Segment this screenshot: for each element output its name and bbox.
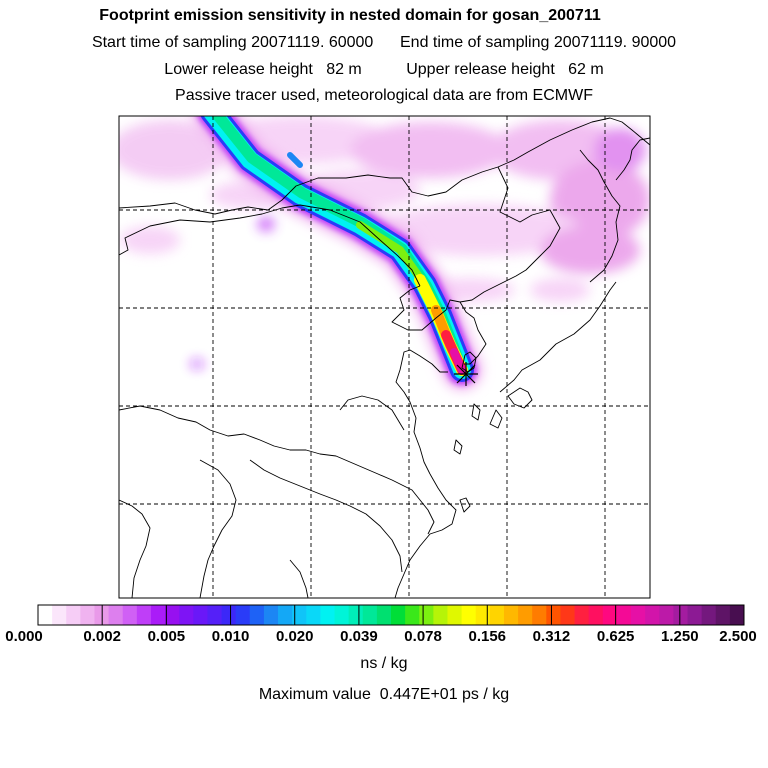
colorbar-swatch xyxy=(249,605,265,625)
colorbar-swatch xyxy=(560,605,575,625)
colorbar-swatch xyxy=(687,605,703,625)
upper-label: Upper release height xyxy=(406,61,555,78)
colorbar-tick-label: 0.078 xyxy=(404,628,442,645)
colorbar-swatch xyxy=(546,605,561,625)
colorbar-tick-label: 0.005 xyxy=(147,628,186,645)
colorbar-tick-label: 0.625 xyxy=(596,628,635,645)
colorbar-tick-label: 0.039 xyxy=(340,628,378,645)
sensitivity-field xyxy=(119,116,650,598)
colorbar-swatch xyxy=(616,605,632,625)
maximum-number: 0.447E+01 ps / kg xyxy=(379,686,510,703)
colorbar-swatch xyxy=(348,605,364,625)
colorbar-swatch xyxy=(433,605,448,625)
plume xyxy=(192,116,482,390)
colorbar-tick-label: 2.500 xyxy=(719,628,757,645)
colorbar-tick-label: 0.002 xyxy=(83,628,121,645)
colorbar-swatch xyxy=(80,605,95,625)
colorbar-swatch xyxy=(405,605,420,625)
colorbar-swatch xyxy=(278,605,293,625)
colorbar-swatch xyxy=(320,605,335,625)
start-value: 20071119. 60000 xyxy=(251,34,374,51)
tracer-note: Passive tracer used, meteorological data… xyxy=(175,87,593,104)
colorbar-frame xyxy=(37,604,745,626)
upper-value: 62 m xyxy=(568,61,604,78)
maximum-value: Maximum value 0.447E+01 ps / kg xyxy=(0,686,768,704)
colorbar-tick-label: 1.250 xyxy=(661,628,699,645)
colorbar-swatch xyxy=(475,605,491,625)
end-label: End time of sampling xyxy=(400,34,550,51)
colorbar-tick-label: 0.156 xyxy=(468,628,507,645)
colorbar-swatch xyxy=(150,605,166,625)
colorbar-swatch xyxy=(165,605,180,625)
colorbar xyxy=(37,604,745,626)
colorbar-swatch xyxy=(292,605,307,625)
receptor-star-icon xyxy=(454,362,478,386)
colorbar-swatch xyxy=(193,605,208,625)
colorbar-swatch xyxy=(574,605,590,625)
start-label: Start time of sampling xyxy=(91,34,247,51)
end-value: 20071119. 90000 xyxy=(553,34,677,51)
colorbar-swatch xyxy=(673,605,688,625)
maximum-label: Maximum value xyxy=(258,686,371,703)
colorbar-swatch xyxy=(588,605,604,625)
colorbar-swatch xyxy=(38,605,53,625)
map-frame xyxy=(118,115,651,599)
colorbar-swatch xyxy=(122,605,138,625)
colorbar-swatch xyxy=(659,605,674,625)
colorbar-swatch xyxy=(729,605,745,625)
colorbar-swatch xyxy=(419,605,434,625)
colorbar-swatch xyxy=(532,605,547,625)
colorbar-swatch xyxy=(461,605,477,625)
colorbar-swatch xyxy=(376,605,392,625)
colorbar-tick-label: 0.000 xyxy=(5,628,43,645)
colorbar-swatch xyxy=(489,605,505,625)
colorbar-swatch xyxy=(701,605,717,625)
colorbar-swatch xyxy=(631,605,646,625)
colorbar-swatch xyxy=(66,605,81,625)
colorbar-swatch xyxy=(136,605,152,625)
colorbar-tick-label: 0.010 xyxy=(211,628,250,645)
colorbar-swatch xyxy=(221,605,237,625)
graticule xyxy=(119,116,650,598)
colorbar-swatch xyxy=(235,605,251,625)
colorbar-swatch xyxy=(179,605,194,625)
colorbar-unit: ns / kg xyxy=(360,655,408,672)
lower-value: 82 m xyxy=(326,61,362,78)
colorbar-tick-label: 0.312 xyxy=(532,628,571,645)
colorbar-swatch xyxy=(645,605,660,625)
colorbar-swatch xyxy=(602,605,618,625)
colorbar-swatch xyxy=(52,605,67,625)
colorbar-swatch xyxy=(334,605,350,625)
colorbar-swatch xyxy=(108,605,124,625)
colorbar-tick-label: 0.020 xyxy=(275,628,314,645)
colorbar-swatch xyxy=(715,605,731,625)
colorbar-swatch xyxy=(391,605,406,625)
colorbar-swatch xyxy=(263,605,279,625)
sampling-times: Start time of sampling 20071119. 60000 E… xyxy=(0,33,768,53)
map-title: Footprint emission sensitivity in nested… xyxy=(99,7,601,24)
colorbar-swatch xyxy=(306,605,321,625)
colorbar-swatch xyxy=(503,605,519,625)
colorbar-swatch xyxy=(362,605,378,625)
colorbar-swatch xyxy=(518,605,533,625)
colorbar-swatch xyxy=(207,605,222,625)
lower-label: Lower release height xyxy=(164,61,313,78)
colorbar-swatch xyxy=(447,605,462,625)
release-heights: Lower release height 82 m Upper release … xyxy=(0,60,768,80)
